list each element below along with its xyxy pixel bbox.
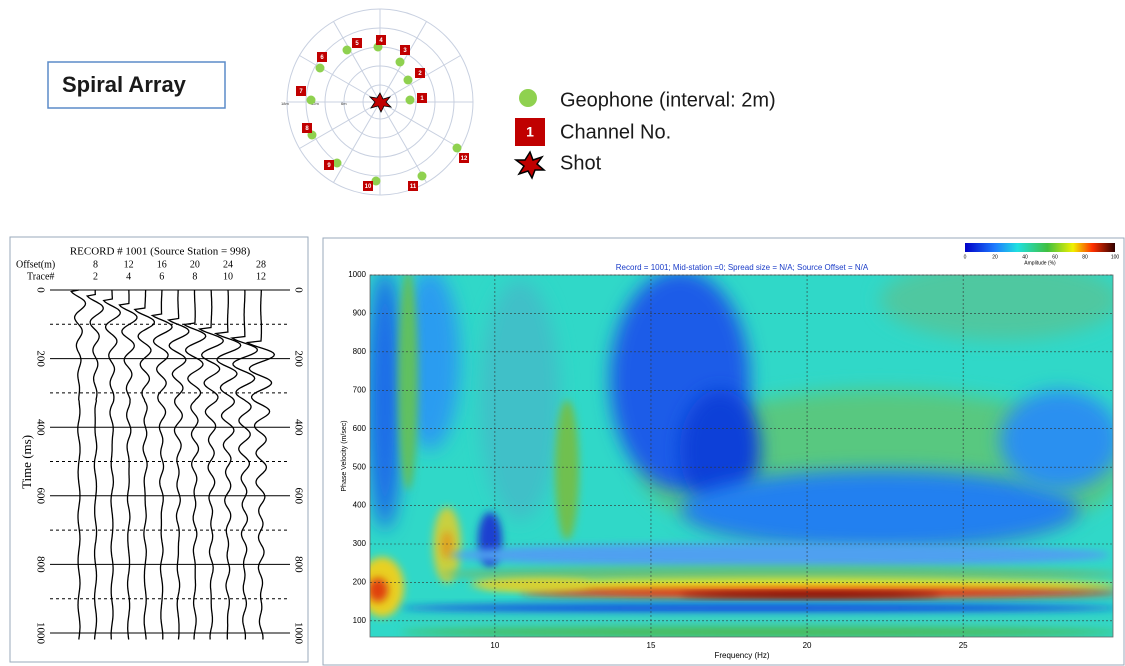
y-tick-label: 200 [353,578,367,587]
trace-label: 6 [159,271,164,282]
colorbar-tick-label: 80 [1082,254,1088,260]
trace-label: Trace# [27,271,54,282]
offset-label: 20 [190,259,200,270]
geophone [453,144,462,153]
title: Spiral Array [62,72,187,97]
image-region [680,470,1080,550]
image-region [398,270,418,490]
legend-geophone-icon [519,89,537,107]
image-region [450,543,1110,567]
radial-line [334,21,381,102]
image-region [480,280,560,520]
geophone [307,96,316,105]
dispersion-title: Record = 1001; Mid-station =0; Spread si… [616,263,869,272]
dispersion-plot: 100 200 300 400 500 600 700 800 900 1000 10 15 20 25 0… [348,254,1120,650]
y-tick-label: 700 [353,385,367,394]
dispersion-image [360,260,1120,637]
dispersion-y-label: Phase Velocity (m/sec) [341,420,348,491]
geophone [316,64,325,73]
y-tick-label: 400 [34,419,46,436]
y-tick-label: 600 [34,488,46,505]
y-tick-label: 500 [353,462,367,471]
image-region [680,592,940,598]
colorbar-tick-label: 0 [964,254,967,260]
radial-line [299,56,380,103]
y-tick-label-right: 400 [292,419,304,436]
trace-label: 2 [93,271,98,282]
colorbar-label: Amplitude (%) [1024,260,1056,266]
radial-line [380,102,461,149]
channel-number: 12 [461,156,468,162]
colorbar [965,243,1115,252]
image-region [368,578,388,602]
x-tick-label: 25 [959,641,968,650]
offset-label: Offset(m) [16,259,55,270]
image-region [400,627,1120,637]
y-tick-label-right: 0 [292,287,304,293]
image-region [400,603,1120,613]
ring-label: 6m [341,101,347,106]
y-tick-label: 1000 [34,622,46,645]
channel-number: 11 [410,184,417,190]
geophone [406,96,415,105]
legend-geophone: Geophone (interval: 2m) [560,89,776,111]
dispersion-x-label: Frequency (Hz) [714,651,769,660]
colorbar-tick-label: 100 [1111,254,1120,260]
offset-label: 24 [223,259,233,270]
ring-label: 18m [281,101,289,106]
geophone [343,46,352,55]
record-y-label: Time (ms) [19,435,34,489]
geophone [418,172,427,181]
channel-number: 10 [365,184,372,190]
geophone [396,58,405,67]
legend-channel-symbol: 1 [526,124,534,140]
image-region [1000,390,1120,490]
legend-channel: Channel No. [560,121,671,143]
colorbar-tick-label: 40 [1022,254,1028,260]
y-tick-label-right: 800 [292,556,304,573]
x-tick-label: 10 [490,641,499,650]
y-tick-label-right: 1000 [292,622,304,645]
x-tick-label: 15 [647,641,656,650]
y-tick-label: 200 [34,350,46,367]
y-tick-label: 100 [353,616,367,625]
image-region [367,270,403,530]
legend-shot-icon [516,152,544,178]
trace-label: 12 [256,271,266,282]
legend-shot: Shot [560,152,602,174]
y-tick-label-right: 600 [292,488,304,505]
offset-label: 12 [124,259,134,270]
image-region [470,578,590,590]
y-tick-label: 800 [353,347,367,356]
geophone [404,76,413,85]
y-tick-label: 0 [34,287,46,293]
y-tick-label: 600 [353,424,367,433]
y-tick-label: 400 [353,501,367,510]
trace-label: 10 [223,271,233,282]
y-tick-label: 900 [353,309,367,318]
image-region [555,400,579,540]
x-tick-label: 20 [803,641,812,650]
offset-label: 16 [157,259,167,270]
slide: Spiral Array 18m12m6m123456789101112 Geo… [0,0,1125,666]
colorbar-tick-label: 20 [992,254,998,260]
y-tick-label-right: 200 [292,350,304,367]
y-tick-label: 800 [34,556,46,573]
colorbar-tick-label: 60 [1052,254,1058,260]
radial-line [380,102,427,183]
offset-label: 8 [93,259,98,270]
y-tick-label: 300 [353,539,367,548]
record-title: RECORD # 1001 (Source Station = 998) [70,246,251,258]
offset-label: 28 [256,259,266,270]
radial-line [334,102,381,183]
trace-label: 4 [126,271,131,282]
trace-label: 8 [192,271,197,282]
y-tick-label: 1000 [348,270,366,279]
